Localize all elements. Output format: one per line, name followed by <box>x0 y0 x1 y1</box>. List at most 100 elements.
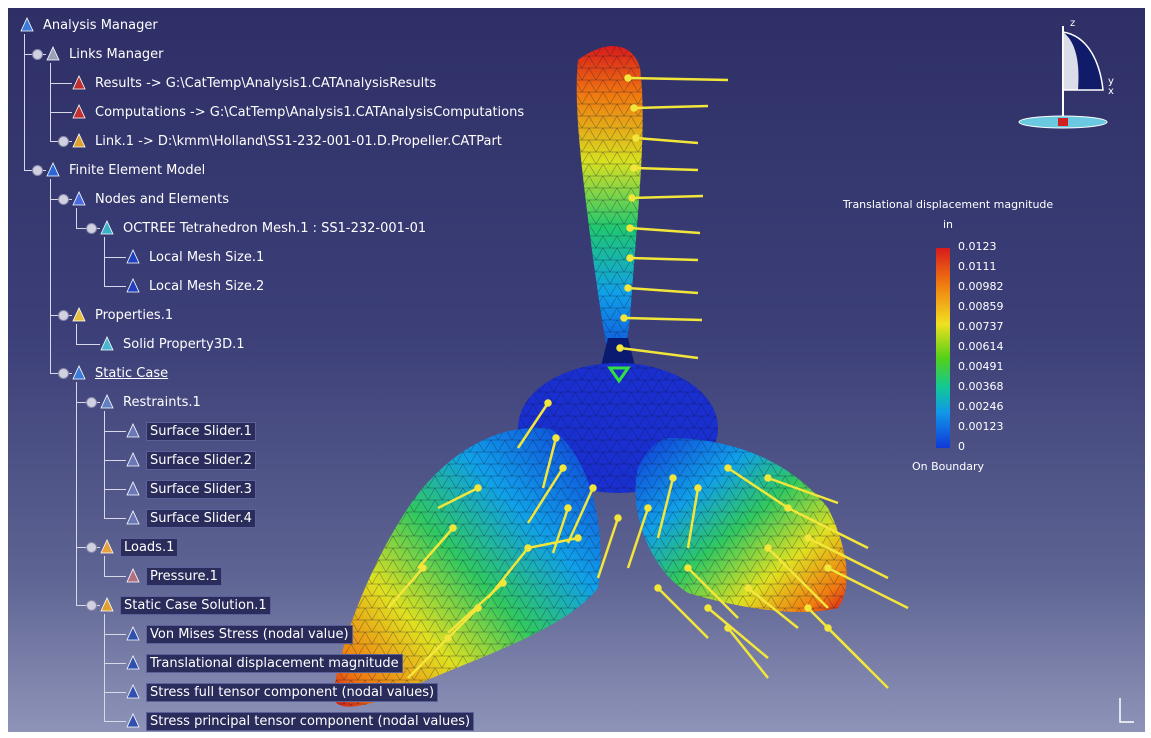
tree-item-label: Static Case <box>95 365 169 381</box>
pressure-arrow <box>626 507 650 569</box>
tree-connector <box>104 721 126 722</box>
tree-item-label: Pressure.1 <box>146 566 222 586</box>
pressure-icon <box>124 567 142 585</box>
tree-item-surface-slider-2[interactable]: Surface Slider.2 <box>124 449 256 471</box>
tree-item-label: Solid Property3D.1 <box>123 336 245 352</box>
analysis-viewport[interactable]: Analysis Manager Links Manager Results -> … <box>8 8 1145 732</box>
tree-item-octree-tetrahedron-mesh-1-ss1-232-001-01[interactable]: OCTREE Tetrahedron Mesh.1 : SS1-232-001-… <box>98 217 429 239</box>
pressure-arrow <box>596 517 620 579</box>
tree-item-surface-slider-4[interactable]: Surface Slider.4 <box>124 507 256 529</box>
tree-item-translational-displacement-magnitude[interactable]: Translational displacement magnitude <box>124 652 403 674</box>
tree-trunk-line <box>104 237 105 286</box>
tree-expander-icon[interactable] <box>86 600 97 611</box>
pressure-arrow <box>767 476 839 505</box>
tree-item-static-case[interactable]: Static Case <box>70 362 171 384</box>
tree-item-pressure-1[interactable]: Pressure.1 <box>124 565 222 587</box>
tree-item-local-mesh-size-2[interactable]: Local Mesh Size.2 <box>124 275 267 297</box>
legend-title: Translational displacement magnitude <box>842 198 1054 211</box>
legend-color-bar <box>936 248 950 448</box>
tree-item-von-mises-stress-nodal-value[interactable]: Von Mises Stress (nodal value) <box>124 623 353 645</box>
blade-left <box>333 427 601 707</box>
tree-expander-icon[interactable] <box>32 49 43 60</box>
tree-item-restraints-1[interactable]: Restraints.1 <box>98 391 204 413</box>
tree-connector <box>104 431 126 432</box>
pressure-arrow <box>807 536 889 580</box>
solution-icon <box>98 596 116 614</box>
pressure-arrow <box>686 487 700 549</box>
axis-triad-icon <box>1119 698 1134 723</box>
tree-item-label: Results -> G:\CatTemp\Analysis1.CATAnaly… <box>95 75 437 91</box>
legend-tick-label: 0.0123 <box>958 240 997 253</box>
tree-expander-icon[interactable] <box>58 310 69 321</box>
blade-top <box>576 46 643 377</box>
tree-item-finite-element-model[interactable]: Finite Element Model <box>44 159 208 181</box>
tree-item-loads-1[interactable]: Loads.1 <box>98 536 179 558</box>
pressure-arrow <box>551 507 570 554</box>
tree-item-solid-property3d-1[interactable]: Solid Property3D.1 <box>98 333 248 355</box>
pressure-arrow-head <box>630 104 638 112</box>
local-mesh-size-icon <box>124 248 142 266</box>
pressure-arrow-head <box>444 634 452 642</box>
pressure-arrow-head <box>824 624 832 632</box>
tree-item-label: Surface Slider.1 <box>146 421 256 441</box>
pressure-arrow-head <box>616 344 624 352</box>
tree-item-surface-slider-1[interactable]: Surface Slider.1 <box>124 420 256 442</box>
pressure-arrow <box>541 437 558 489</box>
pressure-arrow-head <box>644 504 652 512</box>
tree-expander-icon[interactable] <box>32 165 43 176</box>
pressure-arrow-head <box>804 534 812 542</box>
tree-item-analysis-manager[interactable]: Analysis Manager <box>18 14 161 36</box>
tree-trunk-line <box>50 63 51 141</box>
pressure-arrow <box>619 346 699 360</box>
pressure-arrow-head <box>684 564 692 572</box>
image-icon <box>124 654 142 672</box>
tree-connector <box>76 344 100 345</box>
tree-expander-icon[interactable] <box>58 194 69 205</box>
tree-item-local-mesh-size-1[interactable]: Local Mesh Size.1 <box>124 246 267 268</box>
propeller-model[interactable] <box>8 8 1145 732</box>
pressure-arrow-head <box>724 624 732 632</box>
pressure-arrow <box>633 104 709 110</box>
pressure-arrow-head <box>624 284 632 292</box>
blade-right <box>635 438 847 613</box>
tree-connector <box>104 460 126 461</box>
tree-item-stress-full-tensor-component-nodal-value[interactable]: Stress full tensor component (nodal valu… <box>124 681 439 703</box>
tree-item-computations-g-cattemp-analysis1-catanal[interactable]: Computations -> G:\CatTemp\Analysis1.CAT… <box>70 101 527 123</box>
tree-item-properties-1[interactable]: Properties.1 <box>70 304 176 326</box>
surface-slider-icon <box>124 451 142 469</box>
color-legend[interactable]: Translational displacement magnitude in … <box>828 198 1068 478</box>
pressure-arrow <box>627 286 699 295</box>
tree-item-label: Link.1 -> D:\kmm\Holland\SS1-232-001-01.… <box>95 133 502 149</box>
pressure-arrow-head <box>552 434 560 442</box>
tree-item-links-manager[interactable]: Links Manager <box>44 43 167 65</box>
tree-expander-icon[interactable] <box>86 542 97 553</box>
pressure-arrow <box>787 506 869 550</box>
tetra-mesh-icon <box>98 219 116 237</box>
specification-tree[interactable]: Analysis Manager Links Manager Results -> … <box>8 8 608 732</box>
tree-expander-icon[interactable] <box>86 397 97 408</box>
compass-widget[interactable]: z y x <box>1008 12 1118 134</box>
pressure-arrow <box>623 316 703 322</box>
tree-item-label: Loads.1 <box>120 537 179 557</box>
pressure-arrow <box>707 607 769 659</box>
tree-item-nodes-and-elements[interactable]: Nodes and Elements <box>70 188 232 210</box>
compass-axis-x: x <box>1108 86 1114 97</box>
pressure-arrow-head <box>626 224 634 232</box>
tree-item-surface-slider-3[interactable]: Surface Slider.3 <box>124 478 256 500</box>
tree-expander-icon[interactable] <box>58 368 69 379</box>
tree-item-results-g-cattemp-analysis1-catanalysisr[interactable]: Results -> G:\CatTemp\Analysis1.CATAnaly… <box>70 72 439 94</box>
image-icon <box>124 683 142 701</box>
legend-tick-label: 0.00368 <box>958 380 1004 393</box>
tree-expander-icon[interactable] <box>86 223 97 234</box>
tree-connector <box>104 663 126 664</box>
tree-item-stress-principal-tensor-component-nodal-[interactable]: Stress principal tensor component (nodal… <box>124 710 475 732</box>
tree-item-link-1-d-kmm-holland-ss1-232-001-01-d-pr[interactable]: Link.1 -> D:\kmm\Holland\SS1-232-001-01.… <box>70 130 505 152</box>
tree-connector <box>104 576 126 577</box>
legend-tick-label: 0.00737 <box>958 320 1004 333</box>
solid-property-icon <box>98 335 116 353</box>
pressure-arrow-head <box>620 314 628 322</box>
tree-expander-icon[interactable] <box>58 136 69 147</box>
tree-item-label: Restraints.1 <box>123 394 201 410</box>
pressure-arrow <box>387 567 424 609</box>
tree-item-static-case-solution-1[interactable]: Static Case Solution.1 <box>98 594 271 616</box>
